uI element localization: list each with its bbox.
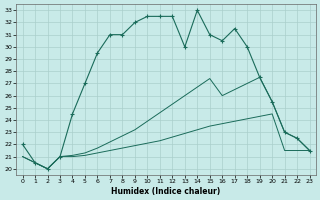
X-axis label: Humidex (Indice chaleur): Humidex (Indice chaleur) <box>111 187 221 196</box>
